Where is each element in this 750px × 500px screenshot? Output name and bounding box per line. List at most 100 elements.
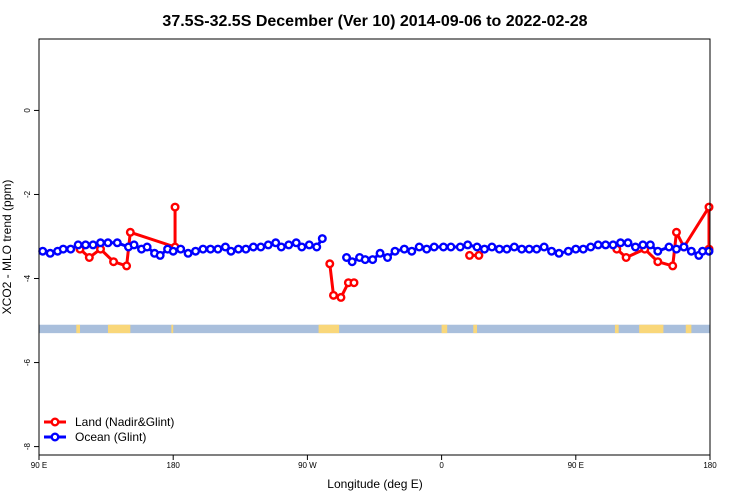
data-point	[455, 242, 465, 252]
data-point	[233, 244, 243, 254]
data-point	[704, 202, 714, 212]
data-point	[593, 240, 603, 250]
data-point	[668, 261, 678, 271]
data-point	[524, 244, 534, 254]
data-point	[539, 242, 549, 252]
data-point	[297, 242, 307, 252]
y-tick-label: -8	[23, 442, 32, 450]
data-point	[220, 242, 230, 252]
data-point	[129, 240, 139, 250]
data-point	[176, 244, 186, 254]
data-point	[686, 246, 696, 256]
data-point	[198, 244, 208, 254]
data-point	[375, 248, 385, 258]
data-point	[616, 238, 626, 248]
data-point	[213, 244, 223, 254]
data-point	[623, 238, 633, 248]
data-point	[645, 240, 655, 250]
data-point	[383, 253, 393, 263]
data-point	[578, 244, 588, 254]
x-tick-label: 90 E	[568, 461, 584, 470]
data-point	[81, 240, 91, 250]
data-point	[112, 238, 122, 248]
series-layer	[38, 202, 714, 302]
map-land-patch	[107, 324, 131, 334]
data-point	[155, 250, 165, 260]
data-point	[191, 246, 201, 256]
map-land-patch	[171, 324, 174, 334]
x-tick-label: 90 W	[298, 461, 317, 470]
data-point	[608, 240, 618, 250]
data-point	[263, 240, 273, 250]
data-point	[704, 246, 714, 256]
x-axis-label: Longitude (deg E)	[327, 477, 422, 491]
x-tick-label: 0	[439, 461, 444, 470]
data-point	[317, 234, 327, 244]
data-point	[360, 255, 370, 265]
data-point	[226, 246, 236, 256]
data-point	[170, 202, 180, 212]
data-point	[429, 242, 439, 252]
y-axis-label: XCO2 - MLO trend (ppm)	[0, 180, 14, 315]
data-point	[291, 238, 301, 248]
data-point	[502, 244, 512, 254]
data-point	[399, 244, 409, 254]
x-tick-label: 180	[703, 461, 717, 470]
data-point	[472, 242, 482, 252]
data-point	[422, 244, 432, 254]
map-land-patch	[639, 324, 664, 334]
legend: Land (Nadir&Glint)Ocean (Glint)	[44, 415, 174, 444]
data-point	[38, 246, 48, 256]
data-point	[517, 244, 527, 254]
data-point	[205, 244, 215, 254]
data-point	[271, 238, 281, 248]
data-point	[509, 242, 519, 252]
chart-title: 37.5S-32.5S December (Ver 10) 2014-09-06…	[162, 13, 587, 30]
map-land-patch	[318, 324, 340, 334]
data-point	[630, 242, 640, 252]
data-point	[474, 250, 484, 260]
data-point	[88, 240, 98, 250]
data-point	[342, 253, 352, 263]
data-point	[84, 253, 94, 263]
data-point	[638, 240, 648, 250]
data-point	[547, 246, 557, 256]
data-point	[407, 246, 417, 256]
data-point	[284, 240, 294, 250]
data-point	[653, 257, 663, 267]
data-point	[304, 240, 314, 250]
map-land-patch	[685, 324, 692, 334]
legend-label: Land (Nadir&Glint)	[75, 415, 174, 429]
data-point	[571, 244, 581, 254]
data-point	[142, 242, 152, 252]
y-tick-label: -2	[23, 190, 32, 198]
data-point	[73, 240, 83, 250]
data-point	[328, 290, 338, 300]
data-point	[347, 257, 357, 267]
y-axis-ticks: 0 -2 -4 -6 -8	[23, 108, 39, 450]
data-point	[671, 227, 681, 237]
data-point	[446, 242, 456, 252]
data-point	[563, 246, 573, 256]
data-point	[312, 242, 322, 252]
data-point	[621, 253, 631, 263]
data-point	[679, 242, 689, 252]
data-point	[248, 242, 258, 252]
data-point	[168, 246, 178, 256]
map-land-patch	[473, 324, 478, 334]
data-point	[414, 242, 424, 252]
y-tick-label: -4	[23, 274, 32, 282]
data-point	[349, 278, 359, 288]
data-point	[96, 238, 106, 248]
data-point	[532, 244, 542, 254]
data-point	[276, 242, 286, 252]
data-point	[671, 244, 681, 254]
data-point	[336, 292, 346, 302]
data-point	[103, 238, 113, 248]
data-point	[241, 244, 251, 254]
data-point	[125, 227, 135, 237]
data-point	[601, 240, 611, 250]
data-point	[256, 242, 266, 252]
data-point	[122, 261, 132, 271]
data-point	[438, 242, 448, 252]
